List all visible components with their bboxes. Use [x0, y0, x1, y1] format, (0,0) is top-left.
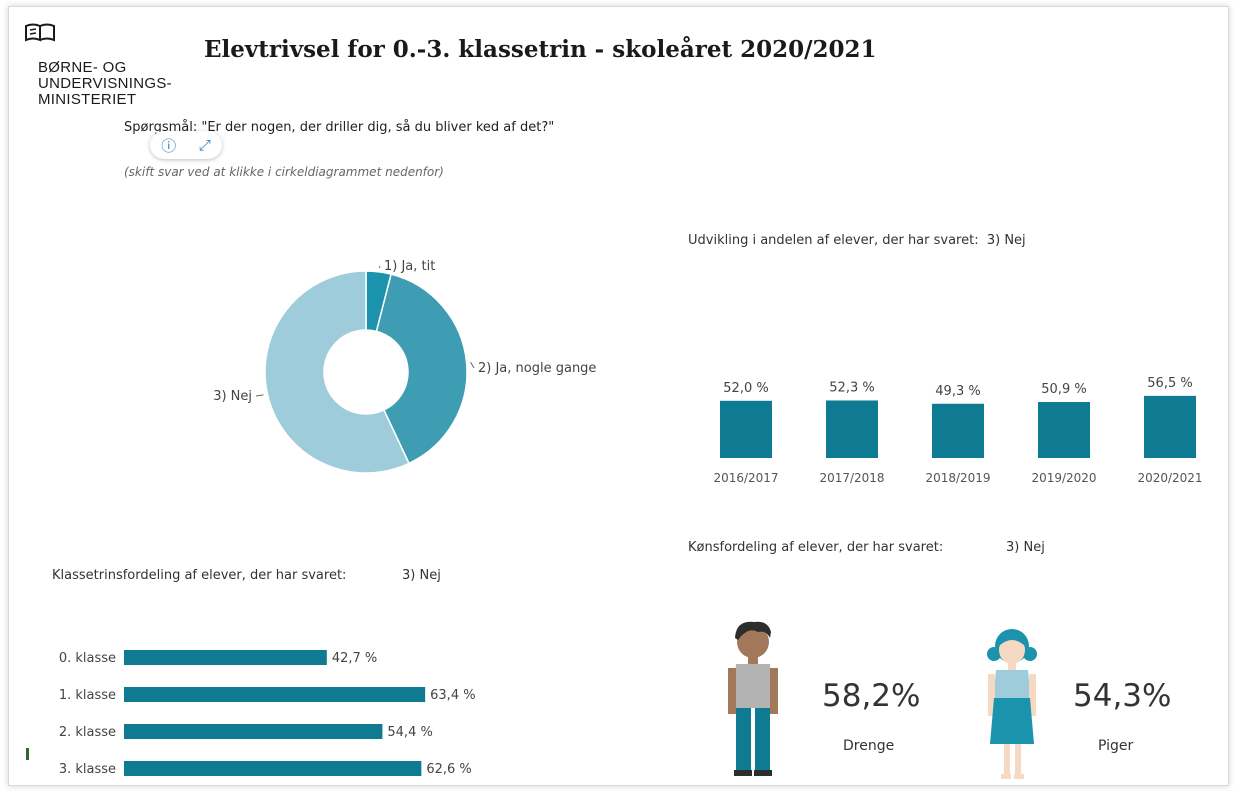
- page-title: Elevtrivsel for 0.-3. klassetrin - skole…: [204, 36, 877, 63]
- gender-title: Kønsfordeling af elever, der har svaret:: [688, 540, 944, 555]
- trend-bar: [1144, 395, 1196, 458]
- grade-bar: [124, 687, 426, 702]
- grade-bar: [124, 724, 383, 739]
- trend-bar-chart: 52,0 % 2016/2017 52,3 % 2017/2018 49,3 % 2018…: [713, 376, 1202, 485]
- trend-bar: [1038, 402, 1090, 458]
- trend-category-label: 2019/2020: [1031, 471, 1096, 485]
- grade-bar-chart: 0. klasse 42,7 % 1. klasse 63,4 % 2. klasse 5…: [59, 650, 476, 777]
- grade-value-label: 62,6 %: [426, 762, 471, 777]
- trend-category-label: 2016/2017: [713, 471, 778, 485]
- trend-value-label: 56,5 %: [1147, 376, 1192, 391]
- grade-value-label: 63,4 %: [430, 688, 475, 703]
- donut-slice-label[interactable]: 3) Nej: [213, 389, 252, 404]
- ministry-name: BØRNE- OG UNDERVISNINGS- MINISTERIET: [38, 60, 172, 108]
- gender-answer: 3) Nej: [1006, 540, 1045, 555]
- trend-value-label: 50,9 %: [1041, 382, 1086, 397]
- donut-chart[interactable]: 1) Ja, tit 2) Ja, nogle gange 3) Nej: [0, 0, 640, 500]
- girl-figure-icon: [987, 629, 1037, 779]
- trend-value-label: 49,3 %: [935, 384, 980, 399]
- donut-slice[interactable]: [375, 273, 468, 465]
- donut-slice[interactable]: [264, 270, 411, 474]
- expand-icon[interactable]: ⤢: [198, 136, 211, 154]
- trend-title: Udvikling i andelen af elever, der har s…: [688, 233, 1026, 248]
- info-icon[interactable]: ⓘ: [161, 136, 177, 155]
- boy-figure-icon: [728, 621, 778, 776]
- trend-category-label: 2018/2019: [925, 471, 990, 485]
- boys-percentage: 58,2%: [822, 678, 921, 714]
- donut-leader-line: [255, 394, 264, 397]
- ministry-name-line: UNDERVISNINGS-: [38, 75, 172, 92]
- grade-value-label: 54,4 %: [387, 725, 432, 740]
- grade-category-label: 1. klasse: [59, 688, 116, 703]
- grade-category-label: 2. klasse: [59, 725, 116, 740]
- ministry-name-line: MINISTERIET: [38, 91, 137, 108]
- edge-marker: [26, 748, 29, 760]
- visual-toolbar: ⓘ ⤢: [150, 131, 222, 159]
- girls-label: Piger: [1098, 738, 1134, 754]
- trend-category-label: 2020/2021: [1137, 471, 1202, 485]
- question-text: Spørgsmål: "Er der nogen, der driller di…: [124, 120, 555, 135]
- grade-value-label: 42,7 %: [332, 651, 377, 666]
- donut-slice-label[interactable]: 2) Ja, nogle gange: [478, 361, 596, 376]
- donut-leader-line: [378, 265, 381, 269]
- donut-slice-label[interactable]: 1) Ja, tit: [384, 259, 435, 274]
- girls-percentage: 54,3%: [1073, 678, 1172, 714]
- grade-category-label: 0. klasse: [59, 651, 116, 666]
- trend-value-label: 52,3 %: [829, 380, 874, 395]
- grade-title: Klassetrinsfordeling af elever, der har …: [52, 568, 347, 583]
- grade-answer: 3) Nej: [402, 568, 441, 583]
- trend-bar: [720, 400, 772, 458]
- grade-bar: [124, 761, 422, 776]
- grade-bar: [124, 650, 327, 665]
- trend-category-label: 2017/2018: [819, 471, 884, 485]
- ministry-name-line: BØRNE- OG: [38, 59, 127, 76]
- trend-value-label: 52,0 %: [723, 381, 768, 396]
- trend-bar: [826, 400, 878, 458]
- grade-category-label: 3. klasse: [59, 762, 116, 777]
- trend-bar: [932, 403, 984, 458]
- boys-label: Drenge: [843, 738, 895, 754]
- hint-text: (skift svar ved at klikke i cirkeldiagra…: [124, 165, 444, 179]
- donut-leader-line: [470, 361, 475, 369]
- ministry-logo-icon: [24, 22, 58, 48]
